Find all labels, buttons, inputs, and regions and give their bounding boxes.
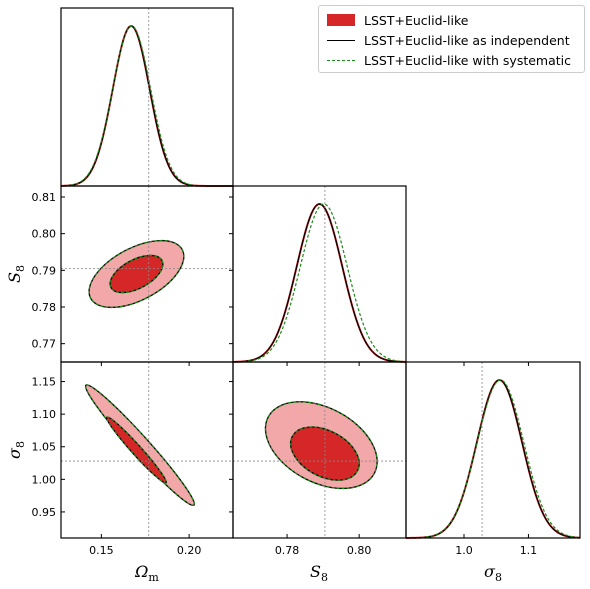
marginal-curve-independent [232,203,407,363]
x-tick-label: 0.80 [347,544,372,557]
marginal-curve-independent [60,25,234,187]
legend-label: LSST+Euclid-like with systematic [364,52,572,68]
marginal-curve-combined [232,202,407,363]
y-tick-label: 1.05 [32,441,57,454]
y-axis-label-sigma8: σ8 [5,441,27,459]
y-tick-label: 1.10 [32,408,57,421]
y-tick-label: 0.80 [32,228,57,241]
y-tick-label: 0.79 [32,264,57,277]
x-axis-label-omega-m: Ωm [134,562,159,584]
contour-systematic [106,416,167,484]
marginal-curve-systematic [60,25,234,187]
contour-68-fill [290,427,360,481]
legend-swatch-fill [327,14,355,26]
y-axis-label-s8: S8 [5,265,27,283]
marginal-curve-systematic [405,379,581,539]
x-tick-label: 0.20 [177,544,202,557]
y-tick-label: 0.95 [32,506,57,519]
contour-68-fill [110,255,163,293]
legend-item-systematic: LSST+Euclid-like with systematic [327,51,571,69]
marginal-curve-combined [405,378,581,539]
x-tick-label: 0.15 [89,544,114,557]
y-tick-label: 1.15 [32,376,57,389]
contour-systematic [290,426,360,481]
y-tick-label: 0.77 [32,338,57,351]
contour-systematic [88,239,185,309]
legend: LSST+Euclid-like LSST+Euclid-like as ind… [318,5,585,73]
legend-label: LSST+Euclid-like as independent [364,32,570,48]
contour-95-fill [85,384,195,506]
marginal-curve-systematic [232,203,407,363]
marginal-curve-independent [405,379,581,539]
panel-frame [405,361,581,539]
x-axis-label-sigma8: σ8 [484,562,502,584]
panel-frame [232,185,407,363]
x-tick-label: 0.78 [275,544,300,557]
legend-item-independent: LSST+Euclid-like as independent [327,31,570,49]
legend-swatch-solid [327,39,355,41]
y-tick-label: 0.81 [32,191,57,204]
x-tick-label: 1.1 [520,544,538,557]
panel-frame [60,7,234,187]
legend-item-filled: LSST+Euclid-like [327,11,468,29]
marginal-curve-combined [60,25,234,187]
legend-swatch-dashed [327,59,355,61]
y-tick-label: 1.00 [32,473,57,486]
contour-68-fill [106,416,167,484]
x-tick-label: 1.0 [455,544,473,557]
y-tick-label: 0.78 [32,301,57,314]
legend-label: LSST+Euclid-like [364,12,469,28]
x-axis-label-s8: S8 [310,562,328,584]
contour-systematic [109,254,164,294]
